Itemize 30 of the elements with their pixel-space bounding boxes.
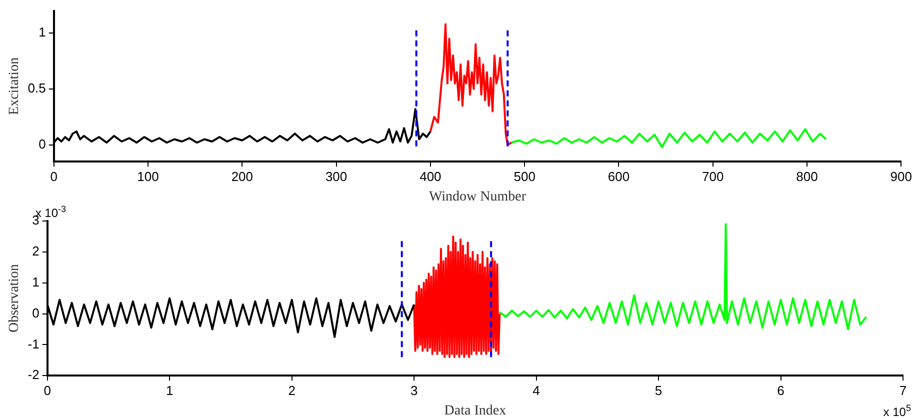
y-tick-label: 0 xyxy=(38,136,46,152)
text: x 10$^{5}$ xyxy=(883,403,911,419)
y-tick-label: 1 xyxy=(38,24,46,40)
x-tick-label: 600 xyxy=(608,168,630,184)
y-tick-label: -1 xyxy=(28,336,40,352)
x-tick-label: 2 xyxy=(288,382,296,398)
y-tick-label: 0.5 xyxy=(28,80,46,96)
x-tick-label: 300 xyxy=(325,168,348,184)
y-tick-label: -2 xyxy=(28,367,40,382)
x-tick-label: 0 xyxy=(50,168,58,184)
x-tick-label: 100 xyxy=(137,168,159,184)
x-tick-label: 800 xyxy=(796,168,818,184)
x-tick-label: 500 xyxy=(514,168,536,184)
y-tick-label: 0 xyxy=(32,305,40,320)
y-tick-label: 2 xyxy=(32,244,40,258)
x-axis-title: Window Number xyxy=(429,189,526,204)
x-tick-label: 700 xyxy=(702,168,724,184)
x-tick-label: 3 xyxy=(410,382,418,398)
y-axis-title: Excitation xyxy=(7,57,22,115)
x-tick-label: 5 xyxy=(654,382,662,398)
x-tick-label: 200 xyxy=(231,168,254,184)
x-axis-title: Data Index xyxy=(444,403,506,418)
x-tick-label: 1 xyxy=(166,382,174,398)
x-tick-label: 900 xyxy=(890,168,912,184)
y-tick-label: 1 xyxy=(32,274,40,290)
y-axis-title: Observation xyxy=(7,264,22,333)
x-tick-label: 400 xyxy=(420,168,442,184)
x-tick-label: 4 xyxy=(532,382,540,398)
x-tick-label: 7 xyxy=(899,382,907,398)
x-tick-label: 6 xyxy=(777,382,784,398)
